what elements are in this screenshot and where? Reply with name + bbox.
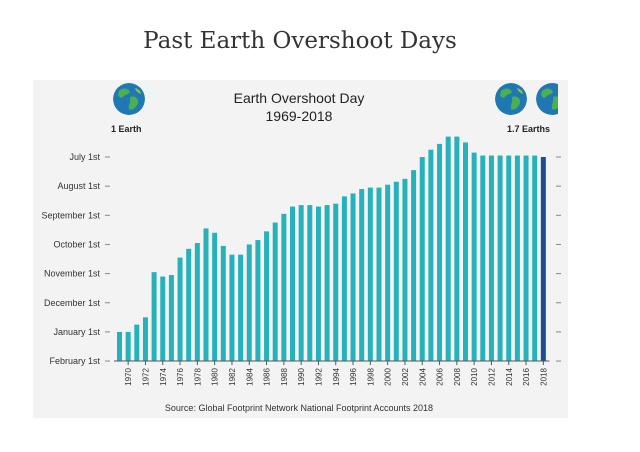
partial-earth-globe-icon <box>536 83 558 115</box>
x-tick-label: 1982 <box>228 367 237 385</box>
bar-1977 <box>186 248 192 362</box>
y-axis: July 1st August 1st September 1st October 1… <box>41 152 110 366</box>
bar-2005 <box>428 149 434 362</box>
x-tick-label: 2016 <box>522 367 531 385</box>
chart-subtitle: 1969-2018 <box>266 108 333 124</box>
bar-1971 <box>134 324 140 362</box>
bar-1976 <box>177 257 183 362</box>
y-tick-label: November 1st <box>44 269 101 279</box>
earth-globe-icon <box>113 83 145 115</box>
overshoot-bar-chart: Earth Overshoot Day 1969-2018 July 1st Au… <box>41 90 561 413</box>
x-tick-label: 2006 <box>436 367 445 385</box>
bar-1969 <box>117 331 122 362</box>
bar-2002 <box>402 178 408 362</box>
bar-1975 <box>168 275 174 362</box>
one-point-seven-earths-label: 1.7 Earths <box>507 124 551 134</box>
bars <box>117 136 546 362</box>
bar-2016 <box>523 155 529 362</box>
bar-1999 <box>376 187 382 362</box>
x-tick-label: 2010 <box>470 367 479 385</box>
bar-2007 <box>445 136 451 362</box>
bar-1992 <box>315 206 321 362</box>
bar-1970 <box>125 331 131 362</box>
bar-2013 <box>497 155 503 362</box>
earth-globe-icon <box>495 83 527 115</box>
x-tick-label: 1992 <box>314 367 323 385</box>
bar-1980 <box>212 232 218 362</box>
y-tick-label: July 1st <box>69 152 100 162</box>
bar-1998 <box>367 187 373 362</box>
bar-1994 <box>333 203 339 362</box>
bar-1996 <box>350 193 356 362</box>
x-tick-label: 2014 <box>505 367 514 385</box>
bar-2015 <box>514 155 520 362</box>
y-tick-label: October 1st <box>53 239 100 249</box>
bar-1988 <box>281 213 287 362</box>
bar-1973 <box>151 272 157 362</box>
x-tick-label: 2004 <box>418 367 427 385</box>
bar-2008 <box>454 136 460 362</box>
bar-1990 <box>298 205 304 362</box>
x-tick-label: 1972 <box>141 367 150 385</box>
x-tick-label: 1976 <box>176 367 185 385</box>
x-tick-label: 2018 <box>539 367 548 385</box>
bar-2010 <box>471 152 477 362</box>
bar-1985 <box>255 240 261 362</box>
x-tick-label: 1986 <box>263 367 272 385</box>
bar-1987 <box>272 222 278 362</box>
x-tick-label: 1978 <box>193 367 202 385</box>
x-tick-label: 2000 <box>384 367 393 385</box>
bar-2011 <box>480 155 486 362</box>
right-axis-ticks <box>556 156 561 362</box>
x-tick-label: 2008 <box>453 367 462 385</box>
x-tick-label: 1990 <box>297 367 306 385</box>
y-tick-label: September 1st <box>41 210 100 220</box>
y-tick-label: January 1st <box>53 327 100 337</box>
bar-2009 <box>463 142 468 362</box>
y-tick-label: August 1st <box>57 181 100 191</box>
bar-1974 <box>160 276 166 362</box>
chart-title: Earth Overshoot Day <box>234 90 365 106</box>
x-tick-label: 1980 <box>211 367 220 385</box>
x-tick-label: 1996 <box>349 367 358 385</box>
source-note: Source: Global Footprint Network Nationa… <box>165 403 433 413</box>
bar-1979 <box>203 228 209 362</box>
x-axis: 1970 1972 1974 1976 1978 1980 1982 1984 1986 1988… <box>114 360 550 386</box>
x-tick-label: 1994 <box>332 367 341 385</box>
bar-1984 <box>246 244 252 362</box>
one-earth-label: 1 Earth <box>111 124 142 134</box>
bar-1978 <box>194 242 200 362</box>
x-tick-label: 2002 <box>401 367 410 385</box>
bar-1982 <box>229 254 235 362</box>
x-tick-label: 1984 <box>245 367 254 385</box>
bar-1972 <box>142 317 148 362</box>
bar-1986 <box>264 231 270 362</box>
bar-2018 <box>540 157 546 362</box>
bar-1991 <box>307 205 313 362</box>
bar-1981 <box>220 245 226 362</box>
y-tick-label: February 1st <box>49 356 100 366</box>
bar-1993 <box>324 205 330 362</box>
chart-figure: 1 Earth 1.7 Earths Earth Overshoot Day 1… <box>33 80 568 418</box>
bar-2014 <box>506 155 512 362</box>
y-tick-label: December 1st <box>44 298 101 308</box>
bar-2003 <box>411 170 417 362</box>
bar-2006 <box>437 143 443 362</box>
x-tick-label: 1970 <box>124 367 133 385</box>
bar-2001 <box>393 181 399 362</box>
x-tick-label: 1998 <box>366 367 375 385</box>
bar-2000 <box>385 184 391 362</box>
bar-2004 <box>419 157 425 362</box>
page-heading: Past Earth Overshoot Days <box>143 28 457 54</box>
bar-1997 <box>359 189 365 362</box>
bar-1995 <box>341 196 347 362</box>
bar-2017 <box>532 155 538 362</box>
bar-1989 <box>290 206 295 362</box>
bar-2012 <box>488 155 494 362</box>
x-tick-label: 1974 <box>159 367 168 385</box>
x-tick-label: 2012 <box>487 367 496 385</box>
bar-1983 <box>238 254 244 362</box>
x-tick-label: 1988 <box>280 367 289 385</box>
